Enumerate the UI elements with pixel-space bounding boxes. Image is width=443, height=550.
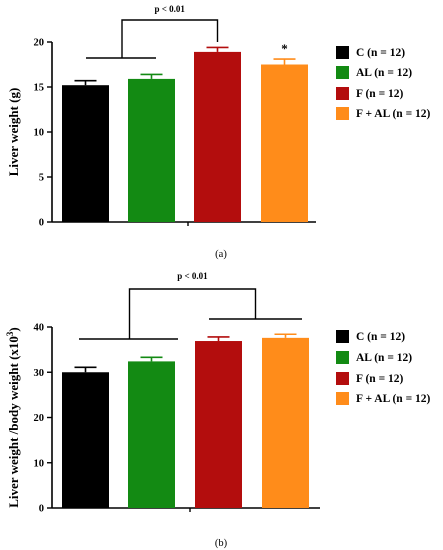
bar-1 [128, 361, 175, 508]
bar-0 [62, 85, 109, 222]
bar-2 [195, 341, 242, 508]
y-tick-label: 0 [39, 218, 44, 229]
y-axis-title-close: ) [6, 327, 21, 331]
bar-3 [262, 337, 309, 508]
significance-star: * [281, 41, 288, 56]
legend-label-2: F (n = 12) [356, 88, 404, 100]
y-axis-title-text: Liver weight (g) [6, 88, 21, 177]
legend-label-1: AL (n = 12) [356, 352, 412, 364]
legend-label-0: C (n = 12) [356, 47, 405, 59]
legend-label-1: AL (n = 12) [356, 67, 412, 79]
legend-label-2: F (n = 12) [356, 373, 404, 385]
legend-swatch-1 [336, 351, 349, 364]
panel-label: (b) [215, 538, 228, 549]
legend-swatch-0 [336, 46, 349, 59]
significance-label: p < 0.01 [177, 271, 208, 281]
panel-b-liver-body-weight-ratio: 0 10 20 30 40 Liver weight /body weight (x103… [5, 271, 431, 549]
legend-swatch-3 [336, 392, 349, 405]
y-axis-title: Liver weight /body weight (x103) [5, 327, 21, 508]
y-tick-label: 10 [34, 128, 45, 139]
bar-3 [261, 64, 308, 222]
significance-label: p < 0.01 [155, 4, 186, 14]
bar-2 [194, 51, 241, 223]
y-tick-label: 20 [34, 38, 45, 49]
legend-label-0: C (n = 12) [356, 331, 405, 343]
y-tick-label: 15 [34, 83, 45, 94]
y-axis-title: Liver weight (g) [6, 88, 21, 177]
bar-1 [128, 78, 175, 223]
significance-bracket [121, 19, 219, 58]
y-axis-title-text: Liver weight /body weight (x10 [6, 336, 21, 508]
bar-0 [62, 372, 109, 508]
y-axis-title-superscript: 3 [5, 331, 15, 336]
panel-a-liver-weight: 0 5 10 15 20 Liver weight (g) p < 0.01 * C (n = … [6, 4, 431, 260]
y-tick-label: 10 [34, 458, 45, 469]
legend-swatch-1 [336, 66, 349, 79]
y-tick-label: 40 [34, 323, 45, 334]
legend-swatch-3 [336, 107, 349, 120]
legend-swatch-2 [336, 372, 349, 385]
y-tick-label: 5 [39, 173, 44, 184]
legend-label-3: F + AL (n = 12) [356, 108, 431, 120]
legend-label-3: F + AL (n = 12) [356, 393, 431, 405]
legend-swatch-2 [336, 87, 349, 100]
y-tick-label: 30 [34, 368, 45, 379]
y-tick-label: 20 [34, 413, 45, 424]
panel-label: (a) [215, 249, 227, 260]
significance-bracket [128, 288, 257, 339]
y-tick-label: 0 [39, 504, 44, 515]
legend-swatch-0 [336, 330, 349, 343]
